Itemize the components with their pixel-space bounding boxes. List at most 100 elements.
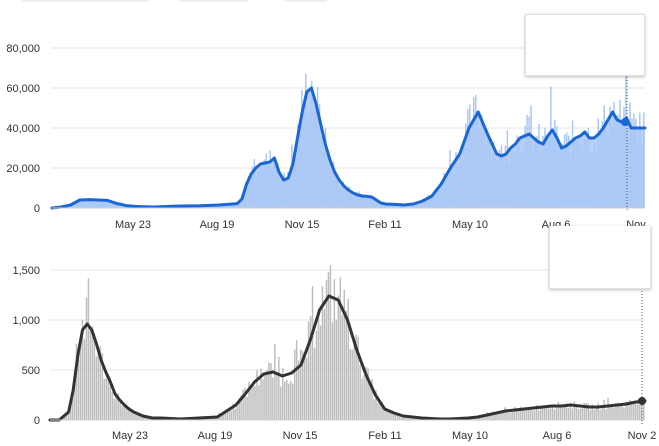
- daily-bar: [575, 404, 578, 420]
- daily-bar: [242, 389, 244, 420]
- daily-bar: [633, 403, 635, 420]
- daily-bar: [105, 378, 108, 420]
- daily-bar: [115, 394, 117, 420]
- daily-bar: [262, 379, 264, 420]
- daily-bar: [571, 408, 574, 420]
- daily-bar: [591, 404, 593, 420]
- daily-bar: [268, 362, 270, 420]
- top-tab-2[interactable]: [178, 0, 250, 2]
- daily-bar: [351, 349, 353, 420]
- daily-bar: [79, 344, 82, 420]
- daily-bar: [139, 415, 141, 420]
- daily-bar: [401, 415, 403, 420]
- daily-bar: [480, 416, 482, 420]
- daily-bar: [547, 408, 550, 420]
- daily-bar: [141, 414, 143, 420]
- daily-bar: [284, 381, 286, 420]
- y-tick-label: 0: [34, 203, 40, 215]
- daily-bar: [551, 406, 554, 420]
- daily-bar: [408, 417, 411, 420]
- daily-bar: [599, 410, 601, 420]
- daily-bar: [75, 343, 78, 420]
- x-tick-label: Aug 19: [198, 430, 233, 442]
- daily-bar: [244, 387, 246, 420]
- daily-bar: [260, 368, 262, 420]
- daily-bar: [627, 401, 629, 420]
- daily-bar: [621, 404, 623, 420]
- daily-bar: [73, 379, 76, 420]
- daily-bar: [527, 409, 530, 420]
- daily-bar: [299, 349, 302, 420]
- daily-bar: [643, 401, 645, 420]
- daily-bar: [293, 349, 296, 420]
- daily-bar: [65, 413, 68, 420]
- daily-bar: [498, 413, 500, 420]
- daily-bar: [613, 407, 615, 420]
- top-tab-3[interactable]: [283, 0, 328, 2]
- daily-bar: [506, 409, 508, 420]
- daily-bar: [252, 383, 254, 420]
- daily-bar: [99, 346, 102, 420]
- daily-bar: [131, 409, 133, 420]
- daily-bar: [492, 412, 494, 420]
- daily-bar: [137, 413, 139, 420]
- daily-bar: [355, 334, 357, 420]
- daily-bar: [289, 380, 292, 420]
- daily-bar: [504, 407, 506, 420]
- daily-bar: [238, 398, 240, 420]
- daily-bar: [341, 314, 344, 420]
- daily-bar: [541, 405, 544, 420]
- daily-bar: [579, 408, 582, 420]
- daily-bar: [69, 403, 72, 420]
- daily-bar: [305, 357, 308, 420]
- daily-bar: [331, 322, 334, 420]
- daily-bar: [226, 410, 229, 420]
- top-tab-1[interactable]: [20, 0, 150, 2]
- daily-bar: [347, 299, 349, 420]
- daily-bar: [101, 353, 104, 420]
- daily-bar: [301, 351, 304, 420]
- daily-bar: [77, 359, 80, 420]
- daily-bar: [266, 370, 268, 420]
- daily-bar: [210, 417, 213, 420]
- daily-bar: [393, 411, 395, 420]
- daily-bar: [311, 286, 314, 420]
- daily-bar: [597, 403, 599, 420]
- daily-bar: [522, 408, 524, 420]
- y-tick-label: 60,000: [6, 83, 40, 95]
- x-tick-label: Nov 15: [285, 219, 320, 231]
- daily-bar: [349, 348, 351, 420]
- daily-bar: [234, 408, 236, 420]
- daily-bar: [288, 383, 290, 420]
- daily-bar: [280, 386, 282, 420]
- x-tick-label: Feb 11: [368, 219, 401, 231]
- daily-bar: [361, 378, 363, 420]
- daily-bar: [559, 406, 562, 420]
- daily-bar: [135, 411, 137, 420]
- daily-bar: [109, 377, 111, 420]
- daily-bar: [307, 321, 310, 420]
- daily-bar: [278, 356, 280, 420]
- daily-bar: [377, 402, 379, 420]
- daily-bar: [258, 385, 260, 420]
- x-tick-label: May 10: [452, 430, 488, 442]
- daily-bar: [625, 401, 627, 420]
- daily-bar: [309, 316, 312, 420]
- daily-bar: [303, 351, 306, 420]
- y-tick-label: 80,000: [6, 43, 40, 55]
- daily-bar: [353, 341, 355, 420]
- daily-bar: [240, 395, 242, 420]
- y-tick-label: 40,000: [6, 123, 40, 135]
- daily-bar: [496, 411, 498, 420]
- daily-bar: [601, 408, 603, 420]
- average-line: [50, 86, 647, 210]
- x-tick-label: May 10: [452, 219, 488, 231]
- daily-bar: [97, 349, 100, 420]
- daily-bar: [595, 405, 597, 420]
- bottom-deaths-chart[interactable]: 0 500 1,000 1,500 May 23 Aug 19 Nov 15 Feb 11 Ma…: [12, 265, 656, 442]
- daily-bar: [111, 392, 113, 420]
- daily-bar: [91, 326, 94, 420]
- daily-bar: [379, 401, 381, 420]
- daily-bar: [339, 277, 342, 420]
- area-fill: [52, 88, 645, 208]
